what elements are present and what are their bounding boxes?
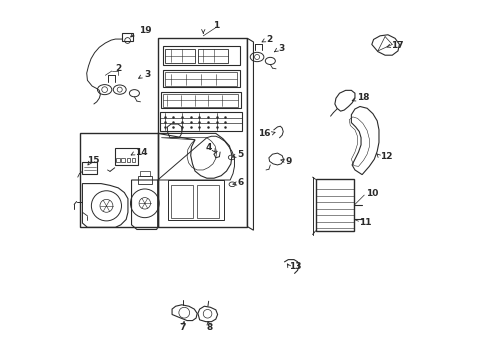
Bar [160, 112, 241, 131]
Text: 1: 1 [212, 21, 219, 30]
Text: 8: 8 [206, 323, 212, 332]
Text: 15: 15 [86, 156, 99, 165]
Bar [163, 94, 238, 107]
Bar [140, 171, 149, 176]
Bar [161, 92, 241, 108]
Bar [315, 179, 353, 231]
Bar [131, 158, 135, 162]
Text: 12: 12 [379, 152, 392, 161]
Bar [197, 185, 219, 218]
Bar [121, 158, 124, 162]
Bar [115, 148, 138, 165]
Text: 11: 11 [359, 218, 371, 227]
Text: 3: 3 [278, 44, 284, 53]
Bar [137, 176, 152, 184]
Text: 2: 2 [115, 64, 121, 73]
Bar [164, 49, 195, 63]
Bar [163, 70, 239, 87]
Bar [171, 185, 193, 218]
Bar [82, 162, 97, 174]
Bar [122, 33, 133, 41]
Bar [116, 158, 120, 162]
Text: 18: 18 [357, 93, 369, 102]
Text: 6: 6 [237, 178, 243, 187]
Bar [168, 180, 224, 220]
Bar [126, 158, 129, 162]
Text: 4: 4 [204, 143, 211, 152]
Text: 9: 9 [285, 157, 291, 166]
Text: 17: 17 [391, 41, 403, 50]
Bar [164, 72, 236, 86]
Text: 13: 13 [289, 262, 301, 271]
Text: 5: 5 [237, 150, 243, 159]
Bar [198, 49, 228, 63]
Text: 14: 14 [135, 148, 147, 157]
Text: 19: 19 [139, 26, 151, 35]
Text: 16: 16 [257, 129, 270, 138]
Bar [163, 45, 239, 65]
Text: 2: 2 [266, 35, 272, 44]
Text: 3: 3 [144, 70, 151, 79]
Text: 10: 10 [365, 189, 377, 198]
Text: 7: 7 [179, 323, 185, 332]
